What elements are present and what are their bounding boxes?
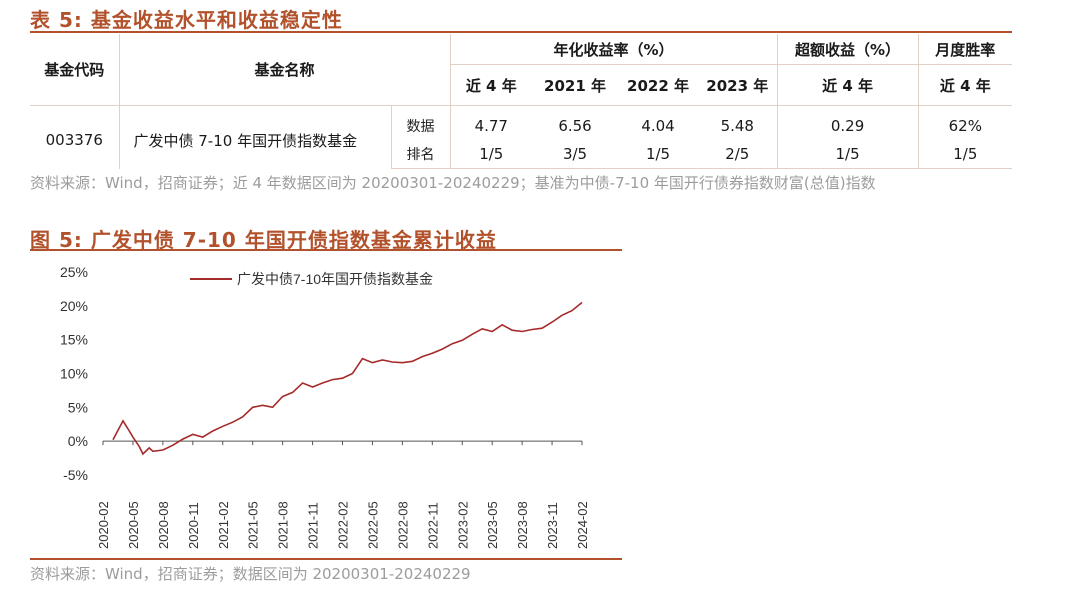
x-tick-label: 2022-11	[425, 502, 440, 549]
y-tick-label: 5%	[68, 399, 88, 415]
data-cell-annual-4y: 4.77	[449, 105, 533, 140]
x-tick-label: 2020-11	[186, 502, 201, 549]
data-cell-annual-2021: 6.56	[558, 117, 592, 135]
x-tick-label: 2021-02	[216, 501, 231, 549]
header-annual-return: 年化收益率（%）	[449, 34, 778, 65]
rank-cell-annual-2023: 2/5	[698, 140, 778, 169]
rank-cell-monthly-4y: 1/5	[917, 140, 1013, 169]
header-annual-4y: 近 4 年	[449, 64, 533, 106]
rank-cell-annual-4y: 1/5	[449, 140, 533, 169]
x-tick-label: 2020-02	[96, 501, 111, 549]
table-row-rank: 排名 1/5 3/5 1/5 2/5 1/5 1/5	[30, 140, 1013, 169]
x-tick-label: 2023-05	[485, 501, 500, 549]
performance-table: 基金代码 基金名称 年化收益率（%） 超额收益（%） 月度胜率 近 4 年 20…	[30, 34, 1013, 169]
header-annual-2022: 2022 年	[618, 64, 699, 106]
row-label-rank: 排名	[390, 140, 451, 169]
table-source-note: 资料来源：Wind，招商证券；近 4 年数据区间为 20200301-20240…	[30, 174, 876, 192]
rank-cell-excess-4y: 1/5	[776, 140, 919, 169]
x-tick-label: 2020-08	[156, 501, 171, 549]
x-tick-label: 2022-08	[395, 501, 410, 549]
y-tick-label: 15%	[60, 332, 88, 348]
y-tick-label: -5%	[63, 467, 88, 483]
figure-source-note: 资料来源：Wind，招商证券；数据区间为 20200301-20240229	[30, 565, 471, 583]
x-tick-label: 2022-02	[336, 501, 351, 549]
header-annual-2021: 2021 年	[532, 64, 619, 106]
header-fund-code: 基金代码	[30, 34, 119, 106]
data-cell-excess-4y: 0.29	[776, 105, 919, 140]
header-fund-name: 基金名称	[118, 34, 451, 106]
fund-name-cell: 广发中债 7-10 年国开债指数基金	[118, 105, 391, 169]
figure-caption-rule	[30, 249, 622, 251]
data-cell-monthly-4y: 62%	[917, 105, 1013, 140]
data-cell-annual-2023: 5.48	[720, 117, 754, 135]
cumulative-return-chart: 25% 20% 15% 10% 5% 0% -5% 2020-02 2020-05 2020-0…	[60, 264, 590, 549]
series-line	[112, 301, 583, 456]
header-excess-return: 超额收益（%）	[776, 34, 919, 65]
x-tick-label: 2022-05	[365, 501, 380, 549]
figure-caption: 图 5: 广发中债 7-10 年国开债指数基金累计收益	[30, 228, 497, 252]
header-excess-4y: 近 4 年	[776, 64, 919, 106]
y-tick-label: 0%	[68, 433, 88, 449]
x-tick-label: 2023-08	[515, 501, 530, 549]
y-tick-label: 20%	[60, 298, 88, 314]
row-label-data: 数据	[390, 105, 451, 140]
y-tick-label: 10%	[60, 366, 88, 382]
legend-label: 广发中债7-10年国开债指数基金	[237, 271, 433, 287]
x-tick-label: 2023-11	[545, 502, 560, 549]
table-caption: 表 5: 基金收益水平和收益稳定性	[30, 8, 343, 32]
table-row-data: 003376 广发中债 7-10 年国开债指数基金 数据 4.77 6.56 4…	[30, 105, 1013, 169]
table-caption-rule	[30, 31, 1012, 33]
y-tick-label: 25%	[60, 264, 88, 280]
header-annual-2023: 2023 年	[698, 64, 778, 106]
x-tick-label: 2021-11	[306, 502, 321, 549]
figure-bottom-rule	[30, 558, 622, 560]
x-tick-label: 2021-05	[246, 501, 261, 549]
header-monthly-4y: 近 4 年	[917, 64, 1013, 106]
fund-code-cell: 003376	[45, 131, 103, 150]
x-tick-label: 2021-08	[276, 501, 291, 549]
data-cell-annual-2022: 4.04	[641, 117, 675, 135]
x-tick-label: 2020-05	[126, 501, 141, 549]
rank-cell-annual-2021: 3/5	[532, 140, 619, 169]
rank-cell-annual-2022: 1/5	[618, 140, 699, 169]
header-monthly-win-rate: 月度胜率	[917, 34, 1013, 65]
x-tick-label: 2023-02	[455, 501, 470, 549]
x-tick-label: 2024-02	[575, 501, 590, 549]
